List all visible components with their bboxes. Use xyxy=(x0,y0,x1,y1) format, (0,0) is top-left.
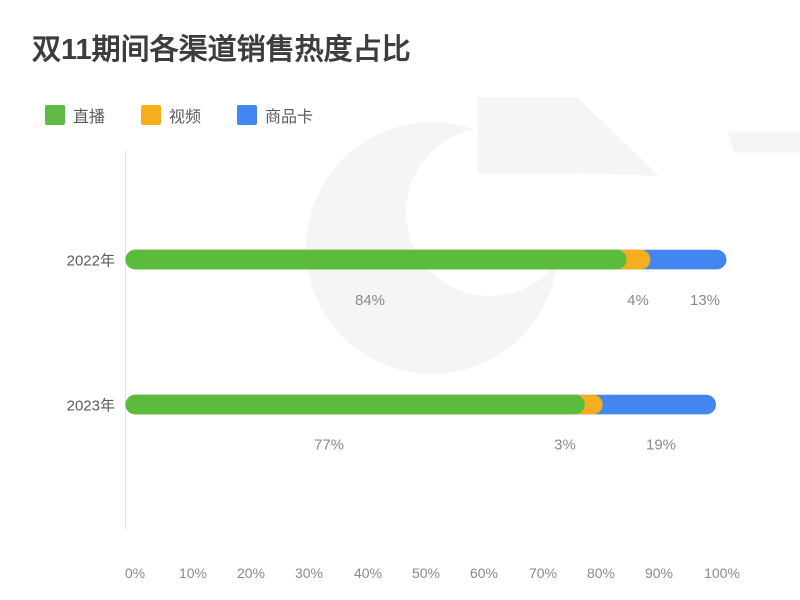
svg-text:60%: 60% xyxy=(470,565,498,581)
svg-text:50%: 50% xyxy=(412,565,440,581)
svg-text:0%: 0% xyxy=(125,565,145,581)
svg-text:40%: 40% xyxy=(354,565,382,581)
svg-text:100%: 100% xyxy=(704,565,740,581)
svg-text:30%: 30% xyxy=(295,565,323,581)
svg-text:90%: 90% xyxy=(645,565,673,581)
svg-text:20%: 20% xyxy=(237,565,265,581)
svg-text:77%: 77% xyxy=(314,437,344,454)
svg-text:80%: 80% xyxy=(587,565,615,581)
svg-text:70%: 70% xyxy=(529,565,557,581)
svg-text:2023年: 2023年 xyxy=(67,398,115,415)
svg-text:19%: 19% xyxy=(646,437,676,454)
svg-text:3%: 3% xyxy=(554,437,576,454)
svg-text:84%: 84% xyxy=(355,292,385,309)
svg-text:10%: 10% xyxy=(179,565,207,581)
svg-text:4%: 4% xyxy=(627,292,649,309)
svg-text:2022年: 2022年 xyxy=(67,253,115,270)
svg-text:13%: 13% xyxy=(690,292,720,309)
